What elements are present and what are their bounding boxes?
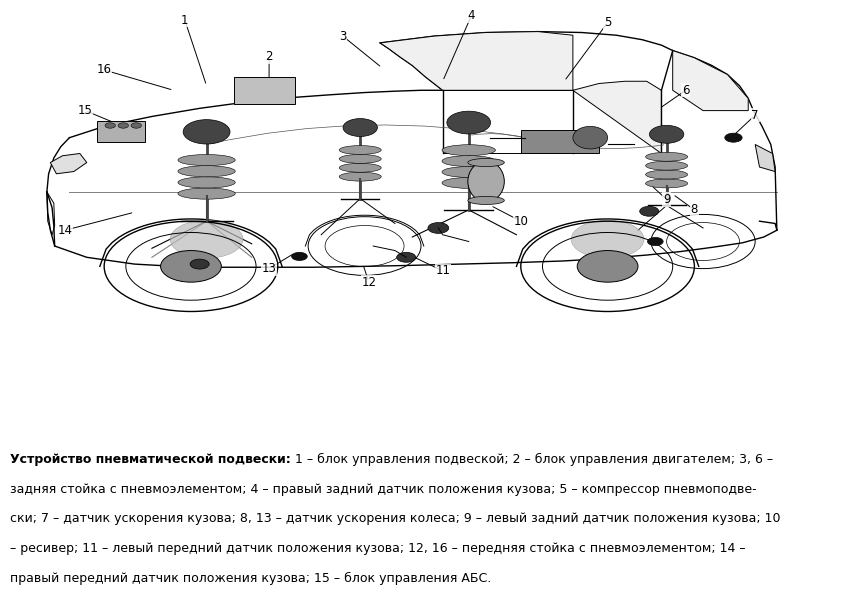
Text: 1 – блок управления подвеской; 2 – блок управления двигателем; 3, 6 –: 1 – блок управления подвеской; 2 – блок … (291, 453, 773, 466)
Ellipse shape (442, 145, 496, 156)
Ellipse shape (646, 161, 687, 170)
Text: 8: 8 (691, 203, 698, 216)
Text: 6: 6 (682, 84, 689, 97)
Text: 15: 15 (77, 104, 93, 117)
Bar (97, 121, 145, 142)
Circle shape (447, 111, 490, 134)
Circle shape (131, 123, 141, 128)
Circle shape (397, 252, 416, 263)
Circle shape (343, 119, 378, 137)
Circle shape (161, 251, 221, 282)
Text: Устройство пневматической подвески:: Устройство пневматической подвески: (10, 453, 291, 466)
Ellipse shape (468, 161, 504, 202)
Circle shape (118, 123, 128, 128)
Circle shape (725, 133, 742, 142)
Ellipse shape (468, 159, 504, 166)
Ellipse shape (178, 188, 235, 199)
Text: 7: 7 (752, 109, 759, 122)
Text: 14: 14 (57, 224, 73, 237)
Text: 10: 10 (513, 214, 529, 228)
Polygon shape (755, 144, 775, 172)
Text: 4: 4 (468, 10, 475, 23)
Circle shape (571, 220, 644, 258)
Text: 13: 13 (261, 262, 277, 275)
Text: 16: 16 (96, 64, 112, 77)
Circle shape (649, 125, 684, 143)
Ellipse shape (442, 178, 496, 188)
Circle shape (105, 123, 115, 128)
Text: 1: 1 (181, 14, 188, 27)
Text: 11: 11 (435, 264, 450, 277)
Ellipse shape (178, 177, 235, 188)
Ellipse shape (178, 154, 235, 166)
Circle shape (648, 238, 663, 245)
Circle shape (577, 251, 638, 282)
Ellipse shape (339, 146, 381, 154)
Text: 3: 3 (339, 30, 346, 43)
Polygon shape (380, 31, 573, 90)
Ellipse shape (178, 166, 235, 177)
Ellipse shape (646, 170, 687, 179)
Circle shape (183, 119, 230, 144)
Polygon shape (673, 50, 748, 110)
Bar (521, 130, 599, 153)
Polygon shape (573, 81, 661, 153)
Text: задняя стойка с пневмоэлементом; 4 – правый задний датчик положения кузова; 5 – : задняя стойка с пневмоэлементом; 4 – пра… (10, 482, 757, 495)
Text: правый передний датчик положения кузова; 15 – блок управления АБС.: правый передний датчик положения кузова;… (10, 571, 491, 585)
Ellipse shape (646, 152, 687, 161)
Polygon shape (50, 153, 87, 174)
Text: 12: 12 (361, 276, 377, 289)
Circle shape (292, 252, 307, 261)
Ellipse shape (339, 163, 381, 172)
Text: ски; 7 – датчик ускорения кузова; 8, 13 – датчик ускорения колеса; 9 – левый зад: ски; 7 – датчик ускорения кузова; 8, 13 … (10, 512, 781, 525)
Ellipse shape (468, 197, 504, 204)
Ellipse shape (339, 172, 381, 181)
Text: 2: 2 (266, 50, 273, 63)
Bar (234, 77, 295, 104)
Circle shape (190, 259, 209, 269)
Ellipse shape (646, 179, 687, 188)
Text: – ресивер; 11 – левый передний датчик положения кузова; 12, 16 – передняя стойка: – ресивер; 11 – левый передний датчик по… (10, 542, 746, 555)
Ellipse shape (339, 154, 381, 163)
Text: 5: 5 (604, 16, 611, 29)
Ellipse shape (442, 156, 496, 166)
Text: 9: 9 (663, 193, 670, 206)
Circle shape (428, 223, 449, 233)
Ellipse shape (442, 166, 496, 178)
Circle shape (170, 220, 243, 258)
Circle shape (640, 206, 659, 216)
Ellipse shape (573, 127, 608, 149)
